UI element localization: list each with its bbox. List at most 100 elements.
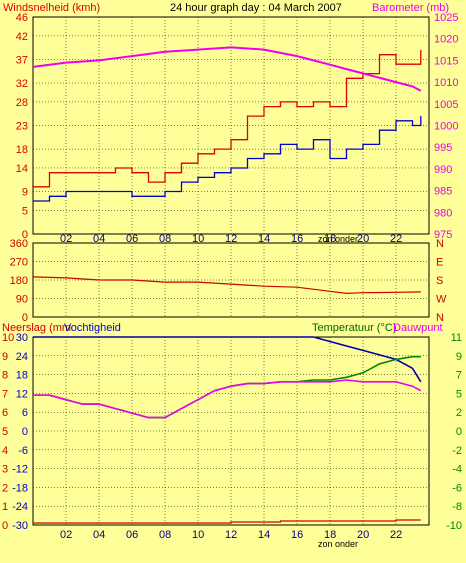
climate-x-tick: 02 <box>60 529 72 541</box>
direction-y-tick: 90 <box>16 294 28 306</box>
barometer-y-tick: 985 <box>434 186 452 198</box>
wind-x-tick: 08 <box>159 233 171 245</box>
rain-y-tick: 8 <box>2 370 8 382</box>
wind-y-tick: 23 <box>16 121 28 133</box>
wind-x-tick: 12 <box>225 233 237 245</box>
rain-axis-title: Neerslag (mm <box>2 322 71 334</box>
humidity-y-tick: 12 <box>16 388 28 400</box>
climate-x-tick: 20 <box>357 529 369 541</box>
barometer-y-tick: 1010 <box>434 77 458 89</box>
rain-y-tick: 6 <box>2 407 8 419</box>
barometer-y-tick: 975 <box>434 229 452 241</box>
wind-gust-line <box>33 50 422 188</box>
wind-y-tick: 32 <box>16 78 28 90</box>
climate-x-tick: 22 <box>390 529 402 541</box>
temperature-y-tick: 11 <box>451 332 462 344</box>
temperature-y-tick: -6 <box>452 482 462 494</box>
rain-y-tick: 7 <box>2 388 8 400</box>
sunset-caption-top: zon onder <box>318 234 358 244</box>
rain-y-tick: 4 <box>2 445 8 457</box>
temperature-y-tick: -10 <box>446 520 462 532</box>
rain-y-tick: 2 <box>2 482 8 494</box>
humidity-y-tick: -24 <box>12 501 28 513</box>
wind-x-tick: 06 <box>126 233 138 245</box>
humidity-y-tick: 0 <box>22 426 28 438</box>
temperature-y-tick: -8 <box>452 501 462 513</box>
direction-compass-tick: N <box>436 238 444 250</box>
direction-compass-tick: W <box>436 294 447 306</box>
wind-x-tick: 18 <box>324 233 336 245</box>
direction-compass-tick: E <box>436 257 443 269</box>
dewpoint-axis-title: Dauwpunt <box>393 322 443 334</box>
tick-labels: 0591418232832374246975980985990995100010… <box>2 12 462 541</box>
humidity-axis-title: Vochtigheid <box>64 322 121 334</box>
humidity-y-tick: 30 <box>16 332 28 344</box>
wind-y-tick: 42 <box>16 31 28 43</box>
wind-speed-line <box>33 116 422 202</box>
climate-x-tick: 14 <box>258 529 270 541</box>
wind-y-tick: 28 <box>16 97 28 109</box>
barometer-y-tick: 1015 <box>434 55 458 67</box>
barometer-y-tick: 980 <box>434 207 452 219</box>
wind-x-tick: 10 <box>192 233 204 245</box>
temperature-y-tick: -2 <box>452 445 462 457</box>
dewpoint-line <box>33 379 422 419</box>
rain-y-tick: 5 <box>2 426 8 438</box>
rain-y-tick: 0 <box>2 520 8 532</box>
wind-y-tick: 14 <box>16 163 28 175</box>
wind-x-tick: 16 <box>291 233 303 245</box>
humidity-line <box>33 336 422 383</box>
rain-line <box>33 519 421 524</box>
barometer-y-tick: 995 <box>434 142 452 154</box>
temperature-y-tick: 5 <box>456 388 462 400</box>
barometer-y-tick: 1025 <box>434 12 458 24</box>
wind-y-tick: 18 <box>16 144 28 156</box>
rain-y-tick: 1 <box>2 501 8 513</box>
wind-y-tick: 0 <box>22 229 28 241</box>
climate-x-tick: 06 <box>126 529 138 541</box>
wind-x-tick: 04 <box>93 233 105 245</box>
series-lines <box>32 46 422 524</box>
climate-x-tick: 08 <box>159 529 171 541</box>
humidity-y-tick: -18 <box>12 482 28 494</box>
graph-title: 24 hour graph day : 04 March 2007 <box>170 2 342 14</box>
direction-y-tick: 360 <box>10 238 28 250</box>
barometer-axis-title: Barometer (mb) <box>372 2 449 14</box>
temperature-y-tick: 7 <box>456 370 462 382</box>
wind-x-tick: 02 <box>60 233 72 245</box>
barometer-line <box>32 46 422 92</box>
humidity-y-tick: -6 <box>18 445 28 457</box>
barometer-y-tick: 990 <box>434 164 452 176</box>
grid-lines <box>33 16 429 526</box>
climate-x-tick: 04 <box>93 529 105 541</box>
barometer-y-tick: 1005 <box>434 99 458 111</box>
rain-y-tick: 3 <box>2 464 8 476</box>
wind-axis-title: Windsnelheid (kmh) <box>3 2 100 14</box>
direction-y-tick: 270 <box>10 257 28 269</box>
wind-y-tick: 5 <box>22 205 28 217</box>
rain-y-tick: 10 <box>2 332 14 344</box>
wind-x-tick: 22 <box>390 233 402 245</box>
humidity-y-tick: -30 <box>12 520 28 532</box>
sunset-caption-bottom: zon onder <box>318 539 358 549</box>
direction-y-tick: 0 <box>22 312 28 324</box>
temperature-y-tick: 2 <box>456 407 462 419</box>
barometer-y-tick: 1020 <box>434 34 458 46</box>
rain-y-tick: 9 <box>2 351 8 363</box>
direction-compass-tick: S <box>436 275 443 287</box>
temperature-y-tick: 9 <box>456 351 462 363</box>
wind-direction-line <box>32 276 421 295</box>
climate-x-tick: 12 <box>225 529 237 541</box>
direction-compass-tick: N <box>436 312 444 324</box>
climate-x-tick: 10 <box>192 529 204 541</box>
wind-y-tick: 46 <box>16 12 28 24</box>
humidity-y-tick: 24 <box>16 351 28 363</box>
barometer-y-tick: 1000 <box>434 121 458 133</box>
temperature-y-tick: 0 <box>456 426 462 438</box>
temperature-axis-title: Temperatuur (°C) <box>312 322 396 334</box>
humidity-y-tick: -12 <box>12 464 28 476</box>
climate-x-tick: 18 <box>324 529 336 541</box>
direction-y-tick: 180 <box>10 275 28 287</box>
wind-x-tick: 20 <box>357 233 369 245</box>
